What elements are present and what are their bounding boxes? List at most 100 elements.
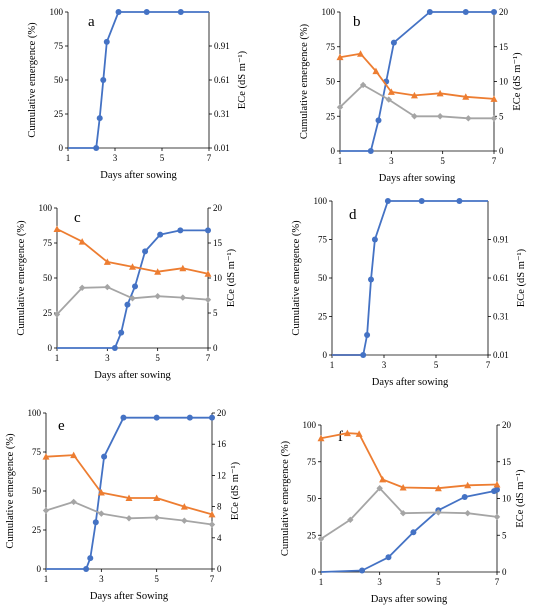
data-point	[490, 95, 498, 102]
data-point	[436, 113, 444, 120]
y2-tick-label: 5	[213, 308, 218, 318]
data-point	[154, 293, 161, 300]
y-tick-label: 50	[32, 486, 42, 496]
data-point	[157, 231, 164, 238]
data-point	[125, 515, 133, 522]
y2-tick-label: 5	[499, 111, 504, 121]
series-line	[46, 416, 212, 570]
y2-tick-label: 20	[217, 408, 227, 418]
data-point	[104, 283, 111, 291]
y-tick-label: 25	[54, 109, 64, 119]
y-tick-label: 50	[318, 273, 328, 283]
x-tick-label: 3	[113, 153, 118, 163]
series-line	[340, 11, 494, 152]
data-point	[436, 89, 444, 97]
y-tick-label: 100	[39, 203, 53, 213]
y2-tick-label: 15	[213, 238, 223, 248]
y2-tick-label: 20	[499, 7, 509, 17]
data-point	[464, 481, 472, 489]
data-point	[181, 517, 188, 524]
y2-tick-label: 0.91	[493, 235, 509, 245]
data-point	[93, 145, 100, 151]
data-point	[204, 296, 212, 303]
data-point	[493, 481, 501, 488]
series-line	[339, 52, 495, 100]
data-point	[411, 113, 418, 120]
y2-tick-label: 0.01	[214, 143, 230, 153]
data-point	[103, 258, 111, 265]
data-point	[92, 519, 99, 526]
x-tick-label: 5	[440, 156, 445, 166]
y2-tick-label: 0	[213, 343, 218, 353]
x-tick-label: 5	[160, 153, 165, 163]
x-tick-label: 3	[377, 577, 382, 587]
data-point	[359, 81, 367, 89]
y2-tick-label: 20	[213, 203, 223, 213]
y2-axis-label: ECe (dS m⁻¹)	[237, 50, 248, 109]
x-tick-label: 3	[382, 360, 387, 370]
y2-tick-label: 0.01	[493, 350, 509, 360]
data-point	[100, 77, 107, 83]
series-line	[45, 454, 213, 516]
data-point	[153, 494, 161, 502]
data-point	[154, 268, 162, 275]
panel-b: 0 25 50 75 100 0 5 10 15 20 1 3 5 7 Days after sowing C…	[299, 7, 523, 184]
data-point	[153, 514, 160, 521]
data-point	[364, 331, 371, 338]
data-point	[357, 50, 365, 57]
y2-tick-label: 15	[502, 457, 512, 467]
data-point	[317, 535, 325, 543]
data-point	[103, 38, 110, 45]
data-point	[385, 96, 392, 103]
y-axis-label: Cumulative emergence (%)	[299, 23, 310, 139]
data-point	[347, 516, 354, 524]
series-line	[339, 84, 494, 120]
y-tick-label: 100	[314, 196, 328, 206]
x-axis-label: Days after sowing	[100, 170, 177, 181]
panel-label: b	[353, 14, 361, 30]
y-tick-label: 100	[28, 408, 42, 418]
x-tick-label: 3	[105, 353, 110, 363]
x-tick-label: 5	[434, 360, 439, 370]
data-point	[42, 507, 50, 514]
panel-label: f	[338, 429, 343, 445]
data-point	[465, 115, 472, 122]
x-tick-label: 3	[99, 574, 104, 584]
y2-tick-label: 0.31	[493, 312, 509, 322]
panel-d: 0 25 50 75 100 0.01 0.31 0.61 0.91 1 3 5 7 Days after…	[291, 196, 527, 388]
x-tick-label: 5	[436, 577, 441, 587]
data-point	[53, 225, 61, 232]
y2-tick-label: 12	[217, 470, 226, 480]
x-tick-label: 1	[55, 353, 60, 363]
y-tick-label: 25	[318, 312, 328, 322]
data-point	[367, 148, 374, 154]
panel-label: c	[74, 210, 81, 226]
y-tick-label: 75	[326, 42, 336, 52]
panel-f: 0 25 50 75 100 0 5 10 15 20 1 3 5 7 Days after sowing C…	[280, 420, 526, 605]
data-point	[435, 509, 442, 516]
x-tick-label: 7	[495, 577, 500, 587]
data-point	[493, 513, 501, 521]
x-tick-label: 3	[389, 156, 394, 166]
data-point	[355, 430, 363, 437]
data-point	[53, 311, 61, 318]
data-point	[461, 494, 468, 501]
data-point	[360, 352, 367, 358]
data-point	[115, 9, 122, 15]
y2-tick-label: 4	[217, 533, 222, 543]
data-point	[179, 264, 187, 272]
data-point	[177, 227, 184, 234]
data-point	[209, 414, 215, 421]
panel-label: e	[58, 418, 65, 434]
x-tick-label: 7	[207, 153, 212, 163]
data-point	[410, 91, 418, 99]
x-tick-label: 7	[206, 353, 211, 363]
y-tick-label: 0	[37, 564, 42, 574]
y2-tick-label: 20	[502, 420, 512, 430]
data-point	[179, 294, 187, 301]
data-point	[494, 486, 500, 493]
y-axis-label: Cumulative emergence (%)	[16, 220, 27, 336]
data-point	[399, 510, 407, 517]
data-point	[368, 276, 374, 283]
data-point	[42, 453, 50, 460]
